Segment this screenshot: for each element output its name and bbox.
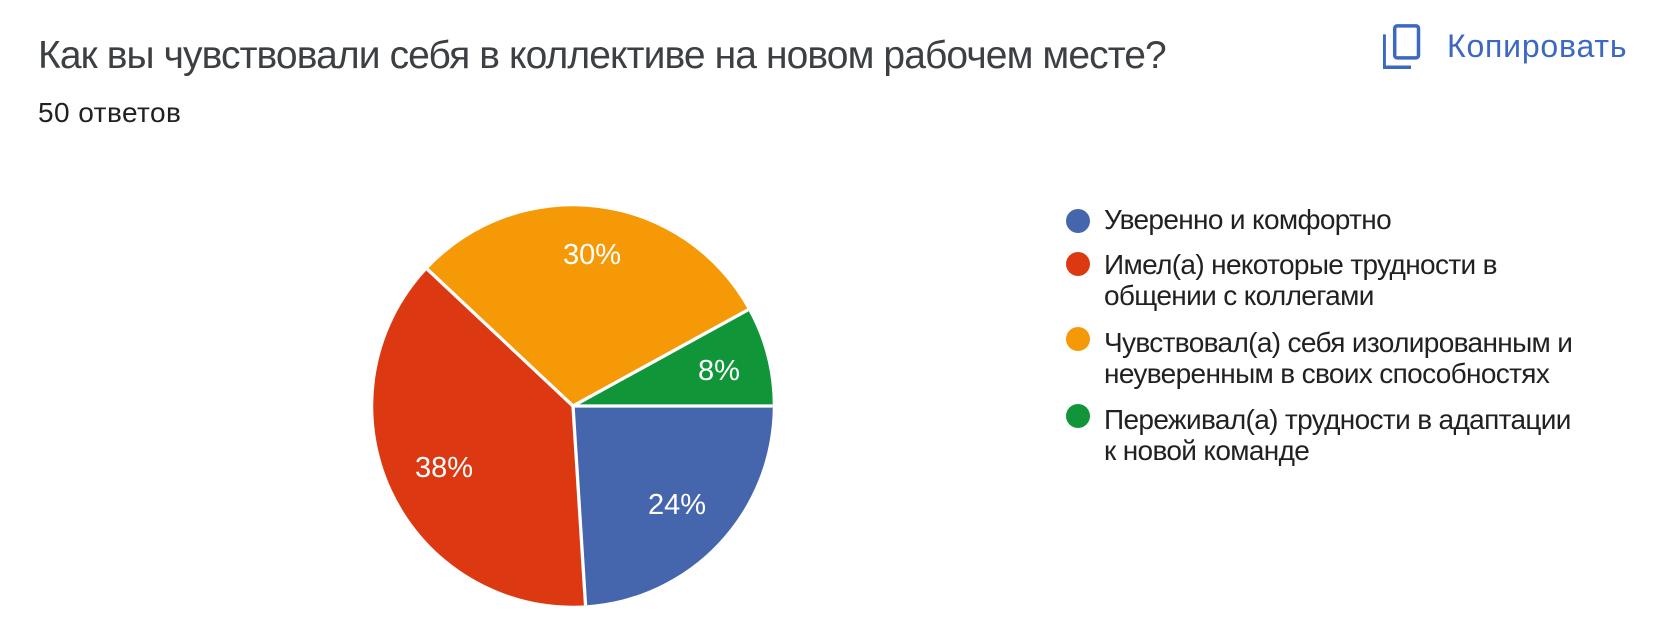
svg-text:38%: 38% <box>415 452 473 484</box>
svg-text:30%: 30% <box>563 239 621 271</box>
svg-text:24%: 24% <box>648 489 706 521</box>
svg-text:8%: 8% <box>698 355 740 387</box>
